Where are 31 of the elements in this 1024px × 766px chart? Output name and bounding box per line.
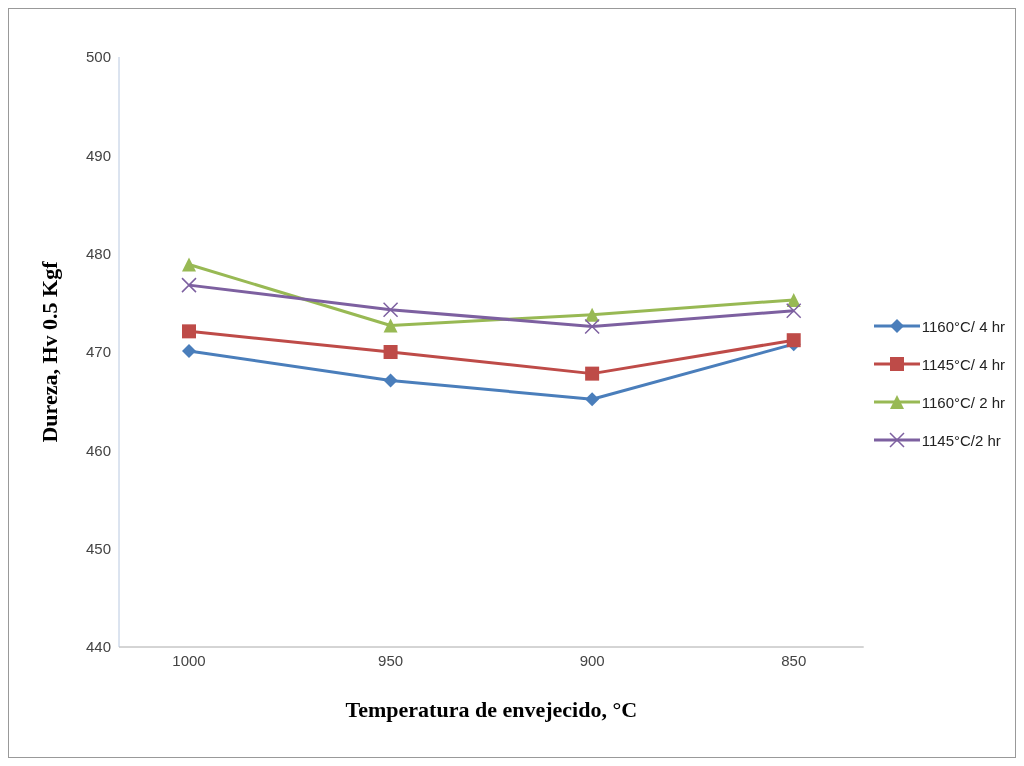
point [383, 373, 398, 388]
point [383, 345, 398, 359]
point [585, 366, 600, 381]
point [584, 318, 600, 335]
point [382, 301, 399, 318]
y-axis-title: Dureza, Hv 0.5 Kgf [36, 260, 62, 443]
point [181, 277, 197, 293]
x-tick-label: 1000 [172, 651, 206, 669]
point [182, 344, 196, 359]
y-tick-label: 470 [85, 343, 111, 361]
y-tick-label: 500 [85, 48, 111, 66]
point [383, 318, 398, 333]
legend-label: 1160°C/ 4 hr [921, 317, 1005, 335]
point [182, 257, 196, 272]
x-axis-title: Temperatura de envejecido, °C [345, 697, 638, 722]
point [585, 307, 600, 322]
y-tick-label: 490 [85, 146, 111, 164]
legend-label: 1145°C/ 4 hr [921, 355, 1005, 373]
y-tick-label: 450 [85, 539, 111, 557]
point [785, 302, 802, 319]
x-tick-label: 950 [378, 651, 404, 669]
x-tick-label: 900 [579, 651, 605, 669]
point [182, 324, 196, 339]
legend-label: 1145°C/2 hr [921, 431, 1001, 449]
x-tick-label: 850 [781, 651, 807, 669]
legend-label: 1160°C/ 2 hr [921, 393, 1005, 411]
y-tick-label: 480 [85, 244, 111, 262]
y-tick-label: 460 [85, 441, 111, 459]
point [585, 392, 600, 407]
y-tick-label: 440 [85, 638, 111, 656]
point [786, 333, 801, 348]
